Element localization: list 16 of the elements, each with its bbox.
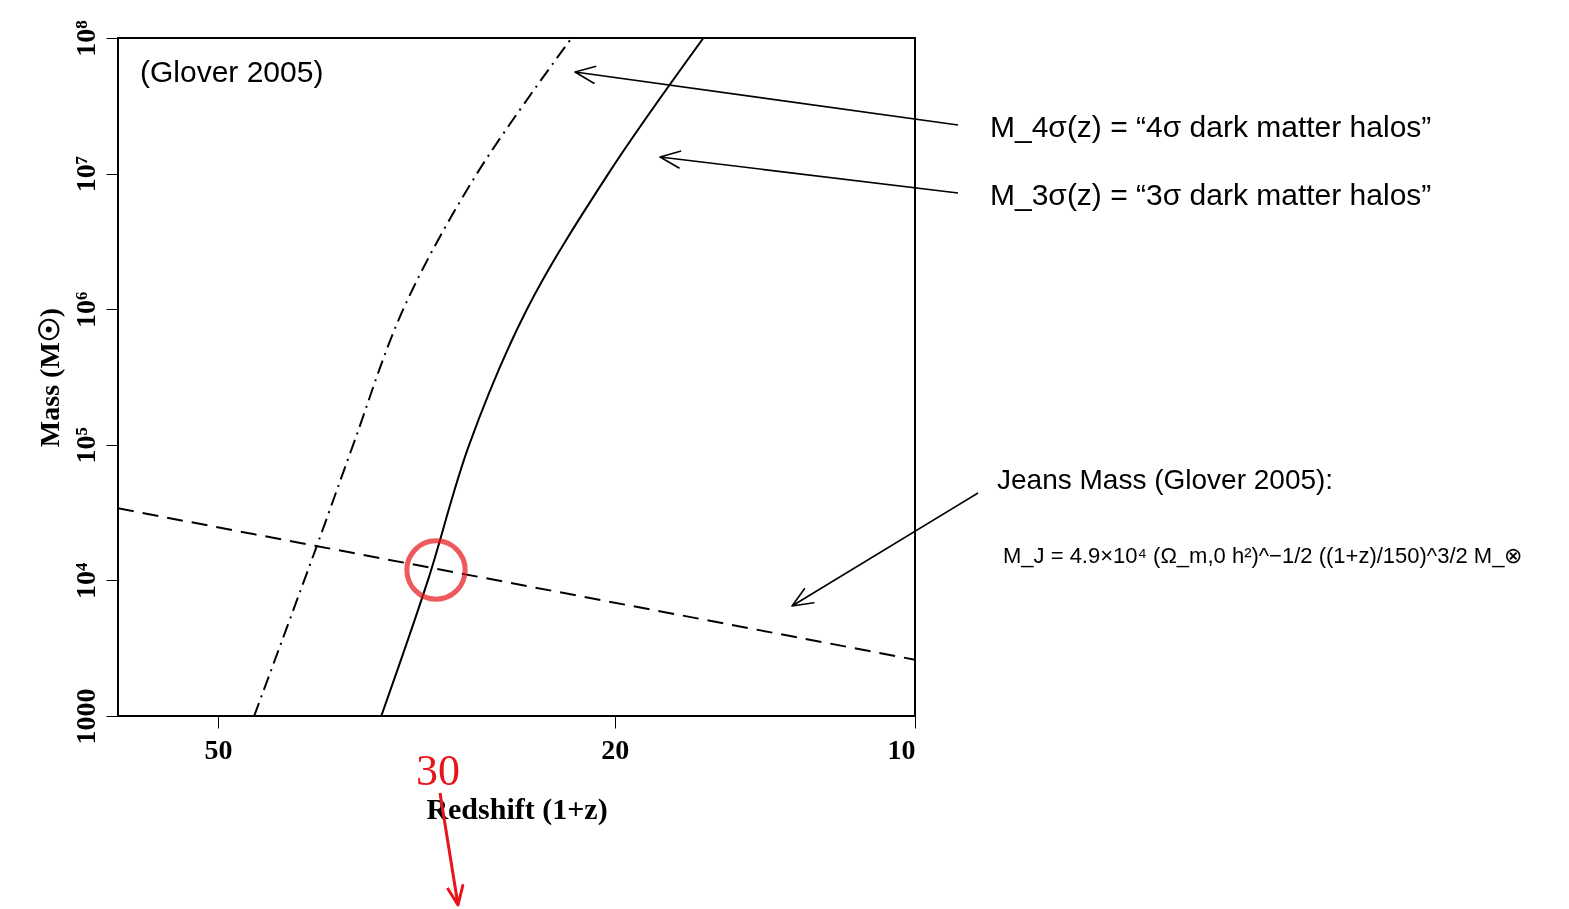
y-tick-label: 10⁷	[69, 155, 101, 193]
y-tick-label: 10⁸	[69, 20, 101, 57]
x-tick-label: 10	[887, 733, 916, 765]
y-tick-label: 10⁴	[69, 562, 101, 600]
y-tick-label: 10⁶	[69, 291, 101, 328]
text: M_3σ(z) = “3σ dark matter halos”	[990, 178, 1432, 211]
text: M_J = 4.9×10⁴ (Ω_m,0 h²)^−1/2 ((1+z)/150)^3/2 M_⊗	[1003, 543, 1523, 568]
x-tick-label: 20	[601, 733, 630, 765]
x-tick-label: 50	[204, 733, 233, 765]
text: 30	[416, 746, 460, 795]
y-tick-label: 10⁵	[69, 427, 101, 464]
y-axis-title: Mass (M☉)	[33, 307, 65, 448]
text: Jeans Mass (Glover 2005):	[997, 464, 1334, 495]
y-tick-label: 1000	[69, 688, 101, 745]
text: M_4σ(z) = “4σ dark matter halos”	[990, 110, 1432, 143]
annotation: (Glover 2005)	[140, 55, 324, 88]
